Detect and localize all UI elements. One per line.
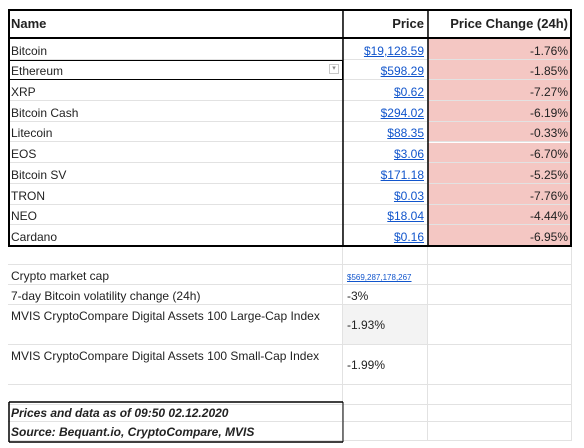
price-link[interactable]: $88.35 — [387, 126, 424, 141]
large-cap-row: MVIS CryptoCompare Digital Assets 100 La… — [0, 305, 584, 345]
volatility-row: 7-day Bitcoin volatility change (24h) -3… — [0, 285, 584, 305]
coin-name-text: Bitcoin Cash — [11, 105, 79, 120]
price-link[interactable]: $171.18 — [380, 167, 424, 182]
header-name[interactable]: Name — [8, 10, 343, 38]
price-change-cell[interactable]: -6.19% — [428, 101, 572, 122]
empty-cell[interactable] — [8, 245, 343, 265]
price-cell[interactable]: $19,128.59 — [343, 39, 428, 60]
empty-cell[interactable] — [428, 422, 572, 441]
price-change-cell[interactable]: -7.76% — [428, 183, 572, 205]
price-link[interactable]: $598.29 — [380, 64, 424, 79]
price-change-cell[interactable]: -7.27% — [428, 80, 572, 102]
coin-name-text: Litecoin — [11, 126, 53, 141]
empty-cell[interactable] — [428, 345, 572, 385]
empty-cell[interactable] — [428, 385, 572, 405]
price-link[interactable]: $18.04 — [387, 209, 424, 224]
table-row: NEO $18.04 -4.44% — [0, 204, 584, 226]
price-change-cell[interactable]: -0.33% — [428, 121, 572, 143]
coin-name[interactable]: EOS — [8, 142, 343, 164]
spacer-row — [0, 245, 584, 265]
coin-name-text: EOS — [11, 147, 37, 162]
coin-name[interactable]: NEO — [8, 204, 343, 226]
empty-cell[interactable] — [428, 285, 572, 305]
header-price[interactable]: Price — [343, 10, 428, 38]
table-row: Bitcoin Cash $294.02 -6.19% — [0, 101, 584, 122]
price-change-cell[interactable]: -1.76% — [428, 39, 572, 60]
price-cell[interactable]: $171.18 — [343, 163, 428, 184]
price-link[interactable]: $19,128.59 — [363, 43, 424, 58]
volatility-value[interactable]: -3% — [343, 285, 428, 305]
coin-name-text: Ethereum — [11, 64, 64, 79]
price-change-cell[interactable]: -4.44% — [428, 204, 572, 226]
source-row: Source: Bequant.io, CryptoCompare, MVIS — [0, 422, 584, 441]
empty-cell[interactable] — [343, 422, 428, 441]
source-note[interactable]: Source: Bequant.io, CryptoCompare, MVIS — [8, 422, 343, 441]
empty-cell[interactable] — [428, 403, 572, 422]
price-cell[interactable]: $18.04 — [343, 204, 428, 226]
price-cell[interactable]: $0.16 — [343, 225, 428, 246]
empty-cell[interactable] — [428, 245, 572, 265]
large-cap-value[interactable]: -1.93% — [343, 305, 428, 345]
coin-name-text: Bitcoin — [11, 43, 48, 58]
table-row: Litecoin $88.35 -0.33% — [0, 121, 584, 143]
volatility-label[interactable]: 7-day Bitcoin volatility change (24h) — [8, 285, 343, 305]
header-price-change[interactable]: Price Change (24h) — [428, 10, 572, 38]
price-cell[interactable]: $0.03 — [343, 183, 428, 205]
price-cell[interactable]: $3.06 — [343, 142, 428, 164]
price-cell[interactable]: $294.02 — [343, 101, 428, 122]
price-change-cell[interactable]: -6.95% — [428, 225, 572, 246]
price-cell[interactable]: $88.35 — [343, 121, 428, 143]
table-row: XRP $0.62 -7.27% — [0, 80, 584, 102]
coin-name[interactable]: Litecoin — [8, 121, 343, 143]
price-link[interactable]: $0.16 — [393, 229, 424, 244]
table-row: Bitcoin $19,128.59 -1.76% — [0, 39, 584, 60]
table-row: EOS $3.06 -6.70% — [0, 142, 584, 164]
coin-name[interactable]: Bitcoin — [8, 39, 343, 60]
empty-cell[interactable] — [428, 305, 572, 345]
coin-name[interactable]: Ethereum ▾ — [8, 59, 343, 81]
price-cell[interactable]: $0.62 — [343, 80, 428, 102]
coin-name[interactable]: Bitcoin Cash — [8, 101, 343, 122]
dropdown-arrow-icon[interactable]: ▾ — [329, 63, 339, 74]
timestamp-note[interactable]: Prices and data as of 09:50 02.12.2020 — [8, 403, 343, 422]
coin-name-text: XRP — [11, 85, 36, 100]
price-link[interactable]: $0.62 — [393, 85, 424, 100]
spacer-row-2 — [0, 385, 584, 405]
empty-cell[interactable] — [343, 245, 428, 265]
price-change-cell[interactable]: -6.70% — [428, 142, 572, 164]
market-cap-label[interactable]: Crypto market cap — [8, 265, 343, 285]
coin-name-text: Bitcoin SV — [11, 167, 67, 182]
empty-cell[interactable] — [8, 385, 343, 405]
header-row: Name Price Price Change (24h) — [0, 10, 584, 38]
small-cap-value[interactable]: -1.99% — [343, 345, 428, 385]
coin-name-text: Cardano — [11, 229, 58, 244]
coin-name[interactable]: Bitcoin SV — [8, 163, 343, 184]
price-cell[interactable]: $598.29 — [343, 59, 428, 81]
coin-name-text: NEO — [11, 209, 38, 224]
table-row: Cardano $0.16 -6.95% — [0, 225, 584, 246]
price-link[interactable]: $3.06 — [393, 147, 424, 162]
empty-cell[interactable] — [428, 265, 572, 285]
market-cap-cell[interactable]: $569,287,178,267 — [343, 265, 428, 285]
small-cap-label[interactable]: MVIS CryptoCompare Digital Assets 100 Sm… — [8, 345, 343, 385]
coin-name[interactable]: XRP — [8, 80, 343, 102]
empty-cell[interactable] — [343, 403, 428, 422]
coin-name-text: TRON — [11, 188, 45, 203]
large-cap-label[interactable]: MVIS CryptoCompare Digital Assets 100 La… — [8, 305, 343, 345]
coin-name[interactable]: TRON — [8, 183, 343, 205]
market-cap-row: Crypto market cap $569,287,178,267 — [0, 265, 584, 285]
table-row: Ethereum ▾ $598.29 -1.85% — [0, 59, 584, 81]
table-row: Bitcoin SV $171.18 -5.25% — [0, 163, 584, 184]
coin-name[interactable]: Cardano — [8, 225, 343, 246]
empty-cell[interactable] — [343, 385, 428, 405]
price-change-cell[interactable]: -5.25% — [428, 163, 572, 184]
price-change-cell[interactable]: -1.85% — [428, 59, 572, 81]
market-cap-link[interactable]: $569,287,178,267 — [347, 273, 412, 282]
timestamp-row: Prices and data as of 09:50 02.12.2020 — [0, 403, 584, 422]
table-row: TRON $0.03 -7.76% — [0, 183, 584, 205]
small-cap-row: MVIS CryptoCompare Digital Assets 100 Sm… — [0, 345, 584, 385]
price-link[interactable]: $294.02 — [380, 105, 424, 120]
price-link[interactable]: $0.03 — [393, 188, 424, 203]
